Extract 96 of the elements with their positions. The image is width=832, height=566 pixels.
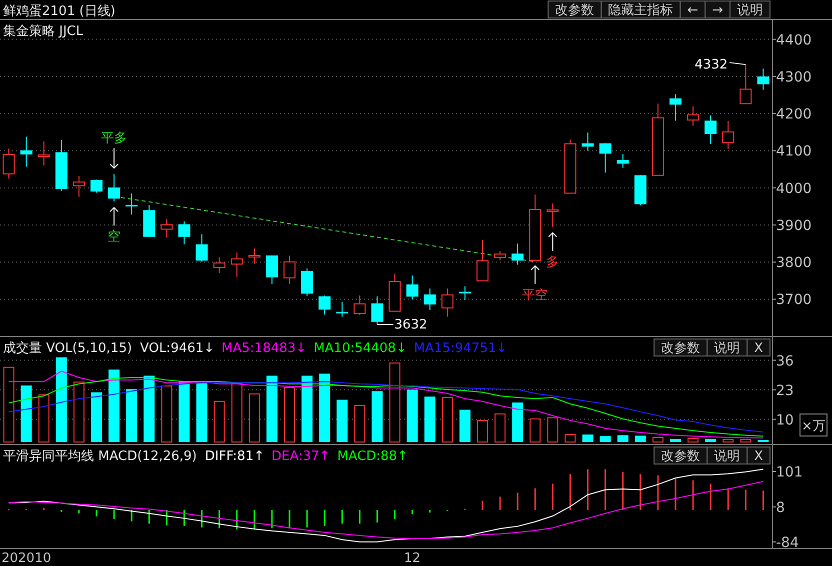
annotation: 空	[108, 230, 121, 245]
annotation: 说明	[714, 449, 740, 464]
bar	[38, 394, 50, 442]
button: X	[746, 446, 770, 464]
y-tick-label: -84	[776, 534, 799, 551]
bar	[547, 417, 558, 442]
text: MACD:88↑	[337, 449, 408, 464]
annotation: 改参数	[661, 449, 700, 464]
button: ←	[680, 0, 706, 18]
series-label: VOL:9461↓	[140, 341, 215, 356]
y-tick-label: 3900	[776, 218, 812, 234]
bar	[336, 400, 348, 442]
annotation: 4332	[694, 58, 728, 73]
text: MA10:54408↓	[314, 341, 407, 356]
y-tick-label: 4300	[776, 69, 812, 86]
chart-title: 鲜鸡蛋2101 (日线)	[3, 4, 116, 19]
bar	[196, 382, 208, 442]
bar	[284, 387, 295, 442]
annotation: X	[754, 341, 764, 356]
x-tick-label: 12	[404, 551, 421, 566]
bar	[389, 362, 400, 442]
annotation: 3632	[394, 317, 428, 332]
bar	[564, 434, 576, 442]
annotation: 多	[546, 254, 560, 270]
button: 说明	[706, 338, 748, 356]
bar	[670, 439, 681, 442]
button: 改参数	[654, 338, 708, 356]
bar	[126, 389, 138, 442]
bar	[688, 438, 699, 442]
y-tick-label: 4000	[776, 180, 812, 197]
button: 改参数	[654, 446, 708, 464]
chart-title: 平滑异同平均线 MACD(12,26,9)	[3, 449, 197, 464]
bar	[144, 376, 155, 442]
y-tick-label: 3700	[776, 292, 812, 308]
annotation: 平空	[522, 288, 548, 303]
bar	[600, 436, 611, 442]
unit: ×万	[800, 414, 828, 436]
line-series	[8, 480, 764, 539]
bar	[705, 439, 716, 442]
bar	[530, 418, 541, 442]
bar	[477, 420, 488, 442]
button: 改参数	[548, 0, 602, 18]
bar	[91, 392, 102, 442]
bar	[56, 357, 67, 442]
y-tick-label: 4200	[776, 106, 812, 123]
bar	[740, 439, 752, 442]
text: DEA:37↑	[271, 449, 330, 464]
y-axis-title: ×万	[802, 419, 826, 434]
bar	[266, 376, 278, 442]
text: DIFF:81↑	[204, 449, 264, 464]
bar	[494, 413, 506, 442]
y-tick-label: 4400	[776, 32, 812, 48]
bar	[73, 382, 84, 442]
bar	[442, 397, 453, 442]
annotation: X	[754, 449, 764, 464]
annotation: 改参数	[661, 341, 700, 356]
text: MA5:18483↓	[222, 341, 307, 356]
button: X	[746, 338, 770, 356]
text: MA15:94751↓	[414, 341, 508, 356]
bar	[302, 376, 313, 442]
bar	[178, 382, 190, 442]
y-tick-label: 10	[776, 412, 794, 428]
bar	[231, 382, 242, 442]
button: 说明	[706, 446, 748, 464]
button: →	[704, 0, 730, 18]
bar	[582, 434, 594, 442]
bar	[722, 439, 734, 442]
bar	[3, 366, 14, 442]
bar	[161, 385, 172, 442]
y-tick-label: 36	[776, 353, 794, 370]
annotation: 平多	[101, 131, 128, 146]
y-tick-label: 8	[776, 500, 785, 516]
y-tick-label: 3800	[776, 255, 812, 272]
bar	[354, 404, 366, 442]
button: 说明	[730, 0, 770, 18]
bar	[512, 402, 524, 442]
y-tick-label: 23	[776, 382, 794, 399]
chart-title: 成交量 VOL(5,10,15)	[3, 340, 132, 356]
chart-subtitle: 集金策略 JJCL	[3, 24, 84, 39]
bar	[406, 390, 418, 442]
button: 隐藏主指标	[600, 0, 681, 18]
bar	[634, 436, 646, 442]
bar	[652, 437, 664, 442]
bar	[319, 374, 330, 442]
bar	[248, 393, 260, 442]
bar	[108, 370, 120, 442]
bar	[459, 410, 470, 442]
annotation: 说明	[714, 341, 740, 356]
x-tick-label: 202010	[2, 551, 52, 566]
bar	[20, 385, 32, 442]
bar	[372, 391, 383, 442]
y-tick-label: 4100	[776, 144, 812, 160]
bar	[214, 400, 225, 442]
y-tick-label: 101	[776, 464, 803, 480]
bar	[617, 435, 628, 442]
bar	[424, 396, 436, 442]
